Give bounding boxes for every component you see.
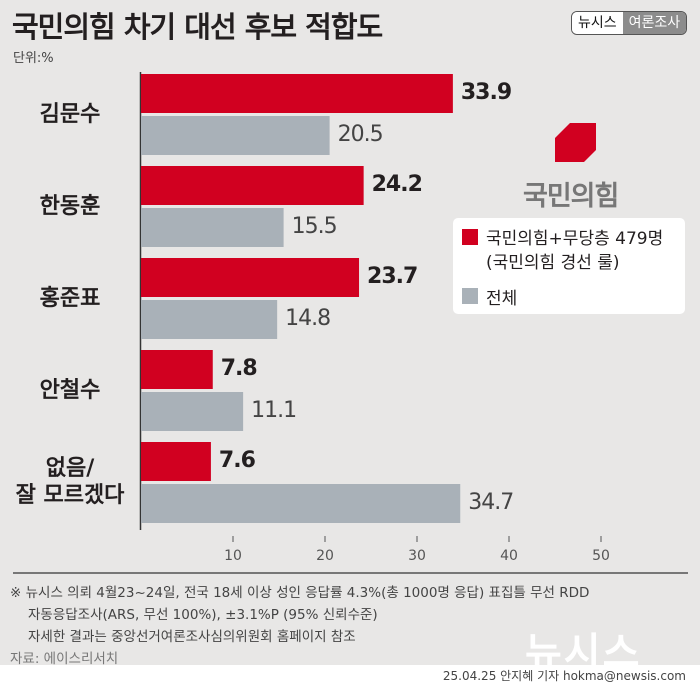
category-label: 한동훈 bbox=[39, 193, 101, 219]
bar-ppp bbox=[141, 442, 211, 481]
page-title: 국민의힘 차기 대선 후보 적합도 bbox=[12, 10, 383, 44]
value-label: 34.7 bbox=[468, 490, 514, 515]
survey-note-1: ※ 뉴시스 의뢰 4월23~24일, 전국 18세 이상 성인 응답률 4.3%… bbox=[10, 585, 590, 601]
value-label: 33.9 bbox=[460, 80, 512, 105]
value-label: 20.5 bbox=[337, 122, 384, 147]
bar-ppp bbox=[141, 350, 213, 389]
value-label: 11.1 bbox=[251, 398, 297, 423]
x-tick-label: 40 bbox=[500, 548, 518, 564]
legend-label-total: 전체 bbox=[486, 289, 518, 309]
x-tick-label: 50 bbox=[592, 548, 610, 564]
legend-label-ppp-line1: 국민의힘+무당층 479명 bbox=[486, 229, 664, 249]
survey-note-3: 자세한 결과는 중앙선거여론조사심의위원회 홈페이지 참조 bbox=[28, 629, 356, 645]
x-tick-label: 30 bbox=[408, 548, 426, 564]
ppp-logo-icon bbox=[555, 123, 596, 162]
legend-swatch-gray bbox=[462, 288, 478, 304]
bar-total bbox=[141, 392, 244, 431]
badge-right: 여론조사 bbox=[622, 12, 687, 34]
x-tick-label: 10 bbox=[224, 548, 242, 564]
value-label: 23.7 bbox=[367, 264, 418, 289]
bar-ppp bbox=[141, 74, 453, 113]
value-label: 15.5 bbox=[291, 214, 338, 239]
bar-total bbox=[141, 208, 284, 247]
value-label: 14.8 bbox=[285, 306, 331, 331]
value-label: 24.2 bbox=[371, 172, 423, 197]
value-label: 7.6 bbox=[218, 448, 256, 473]
bar-total bbox=[141, 484, 461, 523]
footer-divider bbox=[13, 572, 688, 574]
category-label: 없음/잘 모르겠다 bbox=[15, 456, 125, 508]
credit-line: 25.04.25 안지혜 기자 hokma@newsis.com bbox=[442, 669, 686, 683]
badge-left: 뉴시스 bbox=[572, 12, 623, 34]
bar-ppp bbox=[141, 166, 364, 205]
bottom-strip bbox=[0, 665, 700, 686]
legend-label-ppp-line2: (국민의힘 경선 룰) bbox=[486, 253, 620, 273]
category-label: 홍준표 bbox=[39, 285, 101, 311]
category-label: 김문수 bbox=[39, 101, 101, 127]
x-tick-label: 20 bbox=[316, 548, 334, 564]
bar-chart bbox=[139, 72, 602, 542]
source-label: 자료: 에이스리서치 bbox=[10, 651, 119, 667]
bar-ppp bbox=[141, 258, 360, 297]
category-label: 안철수 bbox=[39, 377, 101, 403]
legend-swatch-red bbox=[462, 229, 478, 245]
bar-total bbox=[141, 300, 278, 339]
unit-label: 단위:% bbox=[13, 51, 54, 66]
value-label: 7.8 bbox=[220, 356, 258, 381]
bar-total bbox=[141, 116, 330, 155]
legend: 국민의힘+무당층 479명 (국민의힘 경선 룰) 전체 bbox=[453, 218, 685, 314]
newsis-poll-badge: 뉴시스 여론조사 bbox=[571, 11, 688, 35]
ppp-logo-text: 국민의힘 bbox=[523, 181, 619, 212]
survey-note-2: 자동응답조사(ARS, 무선 100%), ±3.1%P (95% 신뢰수준) bbox=[28, 607, 378, 623]
